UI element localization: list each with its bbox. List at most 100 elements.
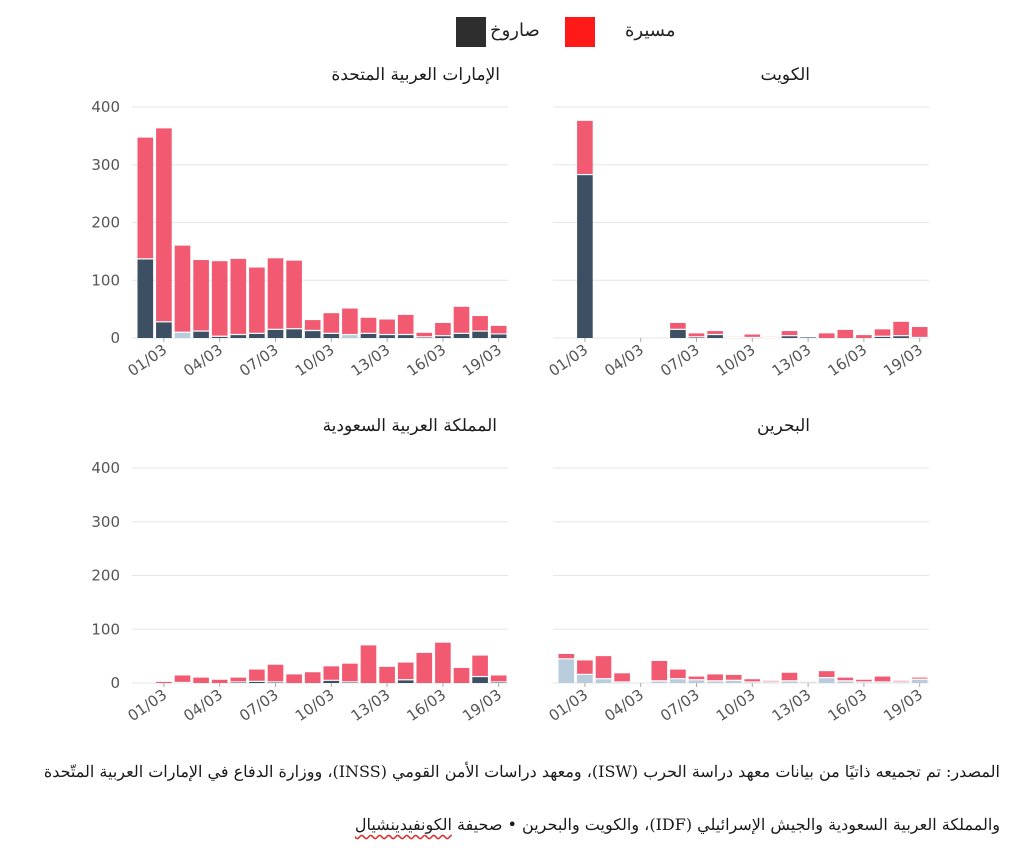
- bar-missile-17/03: [874, 336, 891, 338]
- bar-missile-14/03: [397, 334, 414, 338]
- x-tick-label: 13/03: [348, 686, 394, 726]
- bar-drone-12/03: [360, 645, 377, 683]
- bar-drone-11/03: [342, 308, 358, 335]
- bar-drone-12/03: [360, 317, 377, 334]
- bar-drone-02/03: [174, 245, 191, 333]
- x-tick-label: 07/03: [657, 341, 703, 381]
- chart-title: البحرين: [757, 416, 810, 436]
- bar-drone-06/03: [670, 322, 686, 330]
- legend-swatch-missile: [456, 17, 486, 47]
- bar-drone-02/03: [595, 656, 612, 679]
- bar-missile-09/03: [725, 680, 742, 683]
- x-tick-label: 04/03: [180, 341, 226, 381]
- bar-drone-09/03: [304, 672, 321, 683]
- bar-drone-19/03: [490, 675, 507, 682]
- chart-title: الكويت: [761, 65, 811, 85]
- bar-drone-09/03: [304, 320, 321, 331]
- bar-drone-15/03: [837, 329, 854, 338]
- x-tick-label: 01/03: [545, 341, 591, 381]
- source-brand: الكونفيدينشيال: [354, 815, 452, 834]
- bar-missile-01/03: [577, 674, 593, 683]
- bar-drone-14/03: [397, 314, 414, 335]
- x-tick-label: 13/03: [348, 341, 394, 381]
- bar-drone-10/03: [323, 313, 340, 334]
- bar-drone-08/03: [707, 674, 723, 681]
- bar-drone-10/03: [323, 666, 340, 681]
- bar-missile-19/03: [911, 679, 928, 683]
- x-tick-label: 10/03: [292, 341, 338, 381]
- bar-missile-19/03: [490, 333, 507, 338]
- x-tick-label: 16/03: [824, 341, 870, 381]
- bar-drone-17/03: [874, 676, 891, 682]
- bar-drone-07/03: [688, 676, 705, 680]
- y-tick-label: 0: [110, 674, 120, 692]
- bar-missile-11/03: [342, 334, 358, 338]
- bar-missile-12/03: [781, 335, 798, 338]
- bar-drone-02/03: [174, 675, 191, 683]
- bar-drone-01/03: [577, 120, 593, 175]
- bar-drone-05/03: [651, 660, 668, 681]
- x-tick-label: 19/03: [880, 686, 926, 726]
- bar-missile-17/03: [453, 333, 470, 338]
- bar-drone-06/03: [249, 669, 265, 682]
- chart-panel-1: الإمارات العربية المتحدة 0 100 200 300 400 01/…: [91, 65, 508, 380]
- bar-missile-09/03: [304, 330, 321, 338]
- bar-missile-18/03: [472, 676, 488, 683]
- bar-missile-12/03: [360, 333, 377, 338]
- bar-drone-18/03: [472, 655, 488, 677]
- bar-drone-04/03: [211, 679, 228, 683]
- bar-missile-05/03: [651, 680, 668, 683]
- y-tick-label: 100: [91, 271, 120, 289]
- bar-drone-12/03: [781, 672, 798, 681]
- bar-missile-06/03: [670, 329, 686, 338]
- x-tick-label: 13/03: [769, 341, 815, 381]
- source-line-2: والمملكة العربية السعودية والجيش الإسرائ…: [355, 815, 1000, 834]
- x-tick-label: 19/03: [459, 686, 505, 726]
- bar-drone-04/03: [211, 261, 228, 337]
- bar-missile-01/03: [577, 174, 593, 338]
- x-tick-label: 07/03: [657, 686, 703, 726]
- bar-missile-28/02: [137, 258, 154, 338]
- bar-drone-07/03: [688, 333, 705, 337]
- bar-drone-03/03: [193, 677, 209, 683]
- chart-title: الإمارات العربية المتحدة: [331, 65, 500, 85]
- chart-title: المملكة العربية السعودية: [323, 416, 497, 436]
- bar-drone-10/03: [744, 679, 761, 682]
- bar-drone-14/03: [818, 671, 835, 678]
- bar-missile-07/03: [688, 679, 705, 683]
- x-tick-label: 10/03: [713, 341, 759, 381]
- bar-drone-08/03: [286, 260, 302, 329]
- legend-swatch-drone: [565, 17, 595, 47]
- bar-drone-13/03: [379, 666, 395, 683]
- bar-drone-05/03: [230, 258, 247, 335]
- bar-drone-03/03: [193, 260, 209, 332]
- bar-drone-15/03: [416, 332, 433, 337]
- bar-drone-14/03: [397, 662, 414, 680]
- bar-drone-08/03: [286, 674, 302, 683]
- bar-drone-19/03: [490, 325, 507, 334]
- y-tick-label: 0: [110, 329, 120, 347]
- bar-drone-01/03: [156, 128, 172, 322]
- bar-missile-10/03: [323, 680, 340, 683]
- bar-missile-02/03: [174, 332, 191, 338]
- bar-drone-17/03: [453, 667, 470, 683]
- bar-drone-28/02: [558, 653, 575, 659]
- chart-figure: الإمارات العربية المتحدة 0 100 200 300 400 01/…: [91, 65, 929, 726]
- bar-missile-10/03: [323, 333, 340, 338]
- bar-missile-18/03: [893, 335, 909, 338]
- x-tick-label: 07/03: [236, 686, 282, 726]
- bar-drone-16/03: [856, 335, 872, 338]
- bar-drone-08/03: [707, 331, 723, 335]
- bar-missile-08/03: [707, 680, 723, 683]
- bar-drone-01/03: [577, 660, 593, 675]
- bar-missile-16/03: [435, 335, 451, 338]
- x-tick-label: 04/03: [601, 686, 647, 726]
- x-tick-label: 01/03: [124, 341, 170, 381]
- x-tick-label: 10/03: [713, 686, 759, 726]
- y-tick-label: 200: [91, 214, 120, 232]
- source-line-2-text: والمملكة العربية السعودية والجيش الإسرائ…: [451, 815, 1000, 834]
- bar-missile-04/03: [211, 336, 228, 338]
- bar-drone-10/03: [744, 334, 761, 338]
- bar-missile-06/03: [249, 681, 265, 683]
- legend-label-missile: صاروخ: [490, 20, 540, 41]
